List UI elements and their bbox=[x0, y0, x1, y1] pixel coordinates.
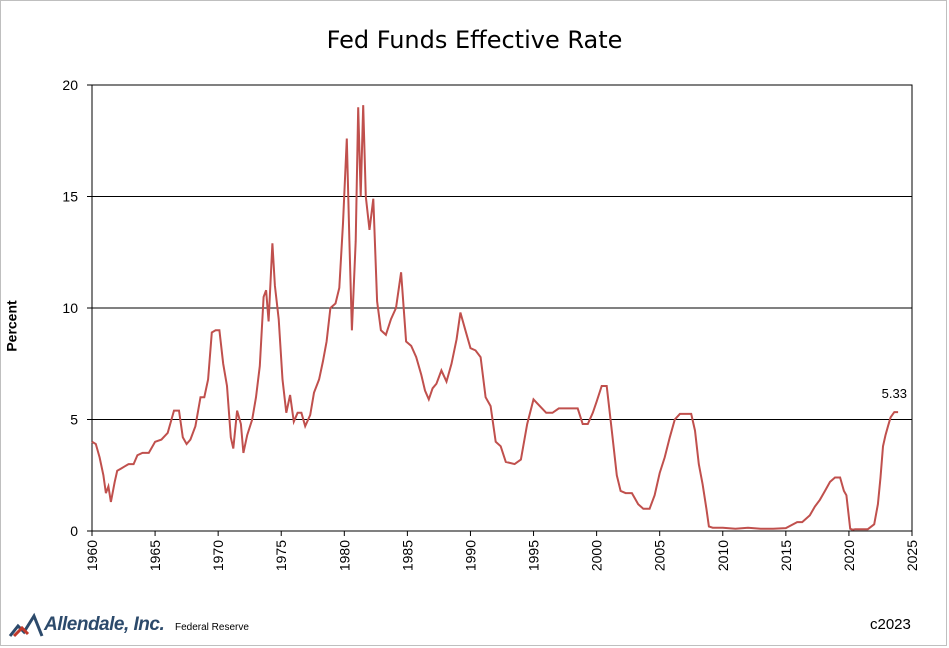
x-tick-label: 1975 bbox=[273, 540, 289, 571]
x-tick-label: 1990 bbox=[462, 540, 478, 571]
last-value-annotation: 5.33 bbox=[882, 386, 907, 401]
x-tick-label: 1960 bbox=[84, 540, 100, 571]
copyright-label: c2023 bbox=[870, 616, 911, 633]
y-tick-label: 20 bbox=[62, 77, 78, 93]
y-tick-label: 5 bbox=[70, 412, 78, 428]
y-tick-labels: 0 5 10 15 20 bbox=[62, 77, 78, 539]
y-tick-label: 15 bbox=[62, 189, 78, 205]
x-tick-label: 1995 bbox=[526, 540, 542, 571]
chart-title: Fed Funds Effective Rate bbox=[326, 26, 623, 54]
x-tick-label: 2025 bbox=[904, 540, 920, 571]
gridlines bbox=[92, 196, 912, 420]
x-tick-label: 2020 bbox=[841, 540, 857, 571]
y-tick-label: 0 bbox=[70, 523, 78, 539]
allendale-logo: Allendale, Inc. bbox=[8, 610, 168, 646]
x-tick-label: 2005 bbox=[652, 540, 668, 571]
series-line bbox=[91, 105, 899, 531]
logo-text: Allendale, Inc. bbox=[44, 614, 165, 635]
x-tick-label: 1980 bbox=[336, 540, 352, 571]
x-tick-label: 1985 bbox=[399, 540, 415, 571]
x-tick-label: 1965 bbox=[147, 540, 163, 571]
x-tick-label: 1970 bbox=[210, 540, 226, 571]
y-tick-label: 10 bbox=[62, 300, 78, 316]
x-tick-label: 2010 bbox=[715, 540, 731, 571]
allendale-logo-mark bbox=[8, 612, 44, 638]
x-tick-labels: 1960 1965 1970 1975 1980 1985 1990 1995 2000 2005… bbox=[84, 540, 920, 571]
x-tick-label: 2015 bbox=[778, 540, 794, 571]
axes bbox=[87, 84, 913, 536]
x-tick-label: 2000 bbox=[589, 540, 605, 571]
source-label: Federal Reserve bbox=[175, 622, 249, 633]
